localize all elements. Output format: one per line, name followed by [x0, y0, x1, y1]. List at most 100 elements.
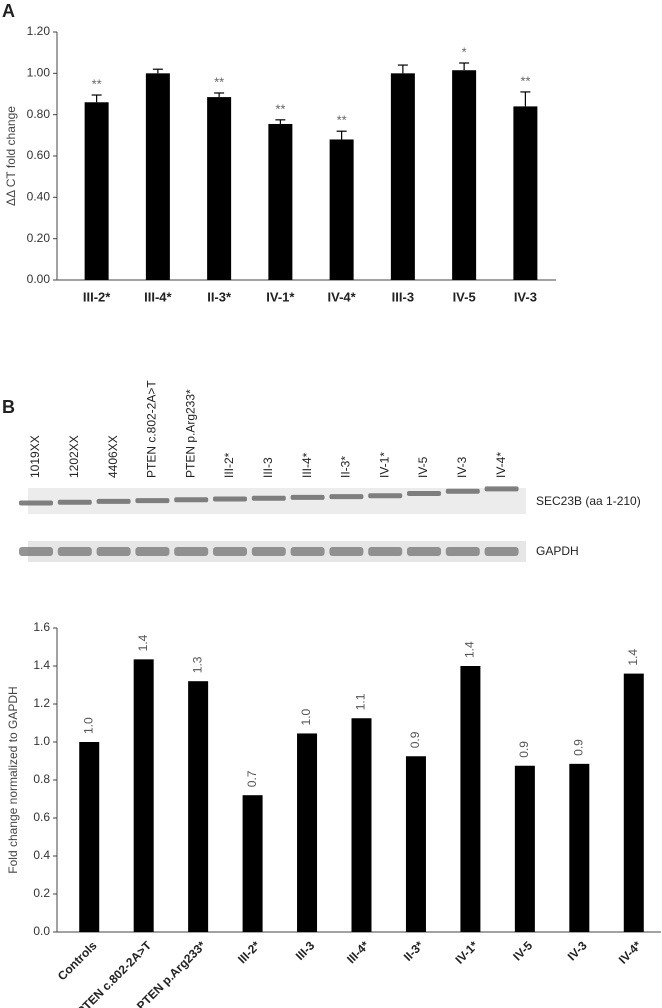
lane-label: IV-1* [377, 452, 391, 478]
blot-band [96, 547, 131, 556]
y-axis-title: ΔΔ CT fold change [4, 106, 18, 206]
x-tick-label: III-2* [235, 938, 263, 966]
significance-label: ** [92, 76, 102, 91]
significance-label: ** [275, 101, 285, 116]
value-label: 1.1 [354, 693, 368, 710]
blot-band [368, 493, 403, 499]
bar [79, 742, 100, 932]
panel-label: A [2, 1, 15, 21]
x-tick-label: III-2* [83, 289, 111, 304]
value-label: 1.0 [81, 717, 95, 734]
lane-label: IV-4* [494, 452, 508, 478]
bar [390, 73, 415, 280]
y-tick-label: 0.80 [27, 107, 51, 121]
band-label: GAPDH [536, 544, 579, 558]
blot-band [329, 494, 364, 500]
lane-label: PTEN c.802-2A>T [145, 380, 159, 478]
y-tick-label: 0.20 [27, 231, 51, 245]
y-tick-label: 1.4 [33, 658, 50, 672]
blot-band [174, 497, 209, 503]
blot-band [251, 547, 286, 556]
blot-band [96, 498, 131, 504]
x-tick-label: IV-4* [328, 289, 357, 304]
lane-label: PTEN p.Arg233* [183, 389, 197, 478]
y-tick-label: 1.00 [27, 66, 51, 80]
y-tick-label: 1.6 [33, 620, 50, 634]
y-tick-label: 1.0 [33, 734, 50, 748]
blot-band [484, 547, 519, 556]
blot-band [57, 499, 92, 505]
bar [452, 70, 477, 280]
value-label: 1.4 [626, 649, 640, 666]
bar [297, 733, 318, 932]
x-tick-label: III-4* [144, 289, 172, 304]
bar [268, 123, 293, 280]
blot-band [368, 547, 403, 556]
y-axis-title: Fold change normalized to GAPDH [6, 686, 20, 873]
y-tick-label: 0.00 [27, 272, 51, 286]
blot-band [213, 547, 247, 556]
y-tick-label: 0.4 [33, 848, 50, 862]
lane-label: III-4* [300, 452, 314, 478]
bar [145, 73, 170, 280]
lane-label: IV-3 [455, 456, 469, 478]
blot-band [251, 495, 286, 501]
value-label: 0.7 [245, 770, 259, 787]
bar [188, 681, 209, 932]
y-tick-label: 0.60 [27, 148, 51, 162]
significance-label: ** [214, 74, 224, 89]
x-tick-label: IV-3 [565, 938, 590, 963]
x-tick-label: II-3* [207, 289, 232, 304]
blot-band [445, 488, 480, 494]
blot-band [445, 547, 480, 556]
y-tick-label: 0.6 [33, 810, 50, 824]
value-label: 0.9 [571, 739, 585, 756]
blot-band [290, 547, 325, 556]
x-tick-label: IV-1* [452, 938, 481, 967]
band-label: SEC23B (aa 1-210) [536, 494, 641, 508]
value-label: 0.9 [408, 731, 422, 748]
y-tick-label: 0.0 [33, 924, 50, 938]
x-tick-label: IV-4* [616, 938, 645, 967]
value-label: 1.3 [190, 656, 204, 673]
blot-band [19, 500, 53, 506]
bar [133, 659, 154, 932]
value-label: 1.4 [463, 641, 477, 658]
blot-band [329, 547, 364, 556]
y-tick-label: 0.2 [33, 886, 50, 900]
x-tick-label: IV-3 [514, 289, 537, 304]
x-tick-label: II-3* [401, 938, 427, 964]
value-label: 1.4 [136, 634, 150, 651]
lane-label: II-3* [339, 456, 353, 478]
y-tick-label: 0.8 [33, 772, 50, 786]
value-label: 1.0 [299, 708, 313, 725]
bar [514, 765, 535, 932]
blot-band [19, 547, 53, 556]
lane-label: 1202XX [67, 435, 81, 478]
bar [405, 756, 426, 932]
bar [242, 795, 263, 932]
x-tick-label: III-3 [392, 289, 414, 304]
y-tick-label: 0.40 [27, 190, 51, 204]
blot-band [407, 491, 441, 496]
lane-label: 1019XX [28, 435, 42, 478]
bar [460, 666, 481, 932]
x-tick-label: IV-5 [510, 938, 535, 963]
panel-label: B [2, 397, 15, 417]
significance-label: * [462, 44, 467, 59]
blot-band [213, 496, 247, 502]
blot-band [135, 498, 170, 504]
blot-band [484, 486, 519, 492]
blot-band [135, 547, 170, 556]
y-tick-label: 1.20 [27, 24, 51, 38]
x-tick-label: IV-5 [453, 289, 476, 304]
blot-band [57, 547, 92, 556]
bar [207, 97, 232, 280]
x-tick-label: III-3 [293, 938, 318, 963]
y-tick-label: 1.2 [33, 696, 50, 710]
bar [84, 102, 109, 281]
bar [513, 106, 538, 281]
x-tick-label: IV-1* [266, 289, 295, 304]
